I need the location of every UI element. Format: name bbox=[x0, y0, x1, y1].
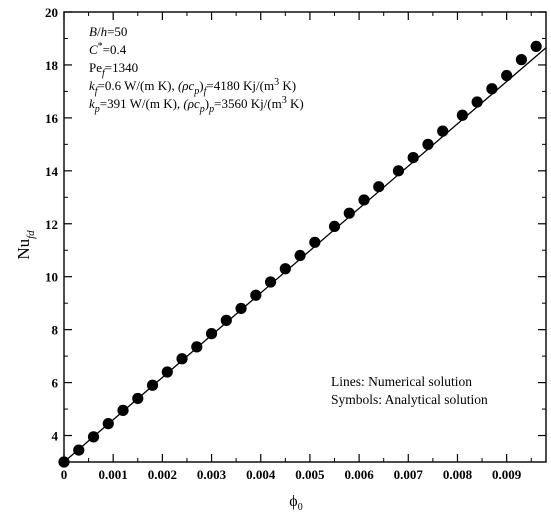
param-line-fluid: kf=0.6 W/(m K), (ρcp)f=4180 Kj/(m3 K) bbox=[89, 77, 296, 97]
series-layer bbox=[58, 40, 547, 468]
y-tick-label: 8 bbox=[52, 323, 59, 338]
analytical-solution-point bbox=[220, 314, 232, 326]
legend-note-lines: Lines: Numerical solution bbox=[331, 374, 472, 389]
analytical-solution-point bbox=[161, 366, 173, 378]
x-tick-label: 0.008 bbox=[443, 467, 473, 482]
analytical-solution-point bbox=[437, 125, 449, 137]
analytical-solution-point bbox=[58, 456, 70, 468]
analytical-solution-point bbox=[73, 444, 85, 456]
param-line-c-star: C*=0.4 bbox=[89, 41, 127, 57]
plot-area bbox=[63, 11, 547, 463]
y-tick-label: 18 bbox=[45, 58, 59, 73]
analytical-solution-point bbox=[486, 83, 498, 95]
analytical-solution-point bbox=[205, 328, 218, 340]
analytical-solution-point bbox=[392, 165, 405, 177]
x-tick-label: 0.001 bbox=[99, 467, 128, 482]
y-tick-label: 20 bbox=[45, 5, 58, 20]
x-tick-label: 0 bbox=[61, 467, 68, 482]
analytical-solution-point bbox=[146, 379, 159, 391]
parameter-annotations: B/h=50 C*=0.4 Pef=1340 kf=0.6 W/(m K), (… bbox=[89, 24, 304, 115]
y-tick-label: 12 bbox=[45, 217, 58, 232]
plot-frame bbox=[63, 11, 547, 463]
y-tick-label: 10 bbox=[45, 270, 58, 285]
analytical-solution-point bbox=[264, 276, 277, 288]
x-tick-label: 0.007 bbox=[394, 467, 424, 482]
analytical-solution-point bbox=[191, 341, 203, 353]
y-tick-label: 14 bbox=[45, 164, 59, 179]
analytical-solution-point bbox=[87, 431, 100, 443]
x-axis-label: ϕ0 bbox=[289, 493, 302, 513]
param-line-b-h: B/h=50 bbox=[89, 24, 127, 39]
y-axis: 4 6 8 10 12 14 16 18 20 bbox=[45, 5, 546, 463]
legend-note-symbols: Symbols: Analytical solution bbox=[331, 392, 488, 407]
analytical-solution-point bbox=[235, 302, 247, 315]
x-tick-label: 0.002 bbox=[148, 467, 177, 482]
x-tick-label: 0.006 bbox=[344, 467, 374, 482]
analytical-solution-point bbox=[328, 220, 341, 233]
analytical-solution-point bbox=[456, 109, 468, 121]
analytical-solution-point bbox=[358, 194, 370, 206]
legend-note: Lines: Numerical solution Symbols: Analy… bbox=[331, 374, 488, 407]
analytical-solution-point bbox=[132, 392, 144, 405]
analytical-solution-point bbox=[279, 263, 291, 275]
y-tick-label: 4 bbox=[52, 429, 59, 444]
x-tick-label: 0.009 bbox=[492, 467, 522, 482]
analytical-solution-point bbox=[471, 96, 483, 108]
y-tick-label: 16 bbox=[45, 111, 59, 126]
x-axis: 0 0.001 0.002 0.003 0.004 0.005 0.006 0.007 0.00… bbox=[61, 12, 532, 482]
y-axis-label: Nufd bbox=[14, 230, 37, 260]
analytical-solution-point bbox=[309, 236, 321, 248]
analytical-solution-point bbox=[422, 138, 434, 150]
analytical-solution-point bbox=[102, 418, 114, 430]
analytical-solution-point bbox=[530, 40, 542, 53]
analytical-solution-point bbox=[515, 54, 528, 66]
analytical-solution-point bbox=[117, 404, 129, 416]
x-tick-label: 0.005 bbox=[295, 467, 325, 482]
param-line-peclet: Pef=1340 bbox=[89, 60, 138, 79]
y-tick-label: 6 bbox=[52, 376, 59, 391]
x-tick-label: 0.003 bbox=[197, 467, 227, 482]
analytical-solution-point bbox=[373, 181, 385, 193]
x-tick-label: 0.004 bbox=[246, 467, 276, 482]
analytical-solution-point bbox=[294, 249, 306, 262]
analytical-solution-point bbox=[407, 151, 419, 164]
analytical-solution-point bbox=[250, 289, 262, 301]
analytical-solution-point bbox=[501, 69, 513, 82]
analytical-solution-point bbox=[176, 353, 188, 365]
param-line-particle: kp=391 W/(m K), (ρcp)p=3560 Kj/(m3 K) bbox=[89, 95, 304, 115]
analytical-solution-point bbox=[343, 207, 355, 219]
